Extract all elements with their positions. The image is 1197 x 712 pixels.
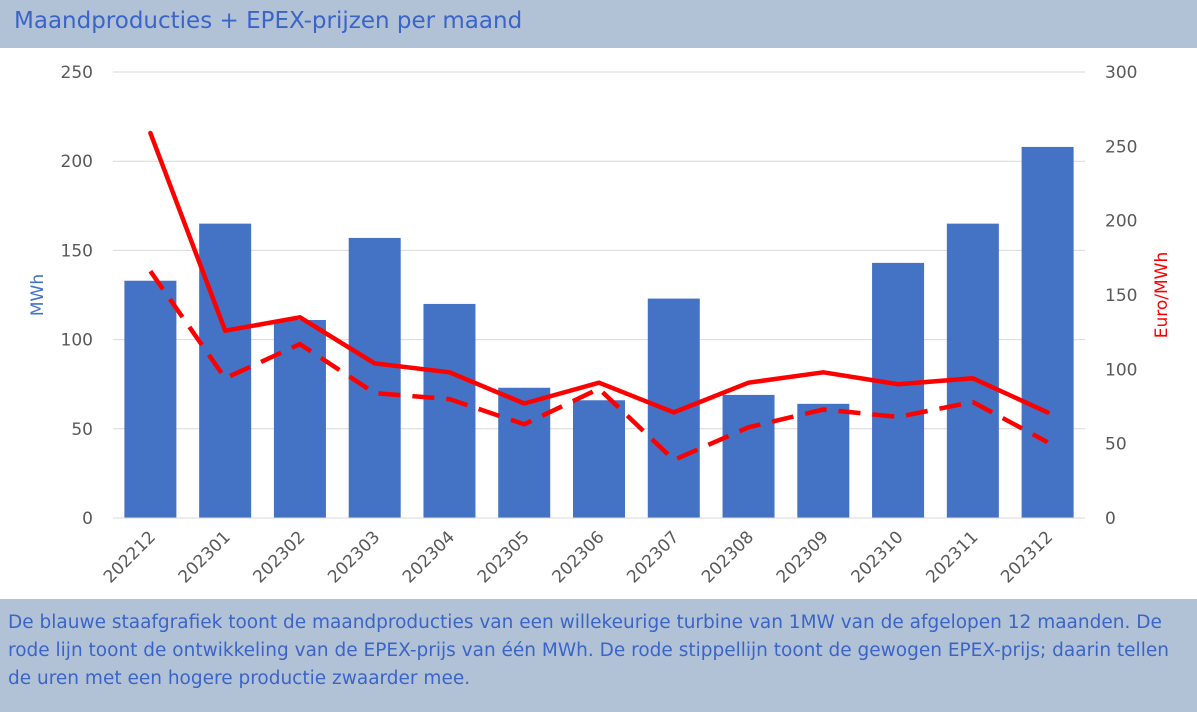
y2-axis-label: Euro/MWh [1152,252,1172,339]
production-bar [348,237,401,519]
price-line [148,130,1050,415]
x-tick-label: 202304 [399,527,459,587]
y2-tick-label: 200 [1105,212,1137,232]
y-tick-label: 50 [71,420,93,440]
x-tick-label: 202305 [474,527,534,587]
x-axis-ticks: 202212 202301 202302 202303 202304 202305 2023… [100,527,1057,587]
production-bar [647,298,700,518]
y-tick-label: 100 [61,331,93,351]
x-tick-label: 202212 [100,527,160,587]
x-tick-label: 202310 [848,527,908,587]
production-bar [946,223,999,518]
caption-text: De blauwe staafgrafiek toont de maandpro… [8,612,1169,689]
production-bar [423,303,476,518]
x-tick-label: 202307 [623,527,683,587]
production-bar [573,400,625,518]
chart-caption: De blauwe staafgrafiek toont de maandpro… [0,599,1197,712]
x-tick-label: 202311 [922,527,982,587]
x-tick-label: 202309 [773,527,833,587]
x-tick-label: 202306 [548,527,608,587]
x-tick-label: 202301 [175,527,235,587]
production-bar [872,262,925,518]
y2-tick-label: 50 [1105,435,1127,455]
chart-title: Maandproducties + EPEX-prijzen per maand [14,8,523,34]
y2-tick-label: 150 [1105,286,1137,306]
production-bar [722,394,775,518]
y2-tick-label: 250 [1105,137,1137,157]
x-tick-label: 202308 [698,527,758,587]
y-tick-label: 0 [82,509,93,529]
production-bar [498,387,551,518]
y2-tick-label: 0 [1105,509,1116,529]
production-bars [113,146,1085,519]
y-tick-label: 250 [61,63,93,83]
y-axis-label: MWh [28,274,48,316]
y-tick-label: 150 [61,241,93,261]
right-axis-ticks: 0 50 100 150 200 250 300 [1105,63,1137,529]
production-bar [124,280,177,518]
y-tick-label: 200 [61,152,93,172]
x-tick-label: 202312 [997,527,1057,587]
x-tick-label: 202302 [249,527,309,587]
price-lines [148,130,1050,463]
combo-chart: 0 50 100 150 200 250 0 50 100 150 200 250 300 20221… [28,63,1172,587]
y2-tick-label: 300 [1105,63,1137,83]
production-bar [273,319,326,518]
production-bar [1021,146,1074,518]
production-bar [797,403,850,518]
y2-tick-label: 100 [1105,360,1137,380]
x-tick-label: 202303 [324,527,384,587]
left-axis-ticks: 0 50 100 150 200 250 [61,63,93,529]
chart-area: 0 50 100 150 200 250 0 50 100 150 200 250 300 20221… [0,48,1197,599]
weighted-price-line [148,269,1049,463]
chart-header: Maandproducties + EPEX-prijzen per maand [0,0,1197,48]
